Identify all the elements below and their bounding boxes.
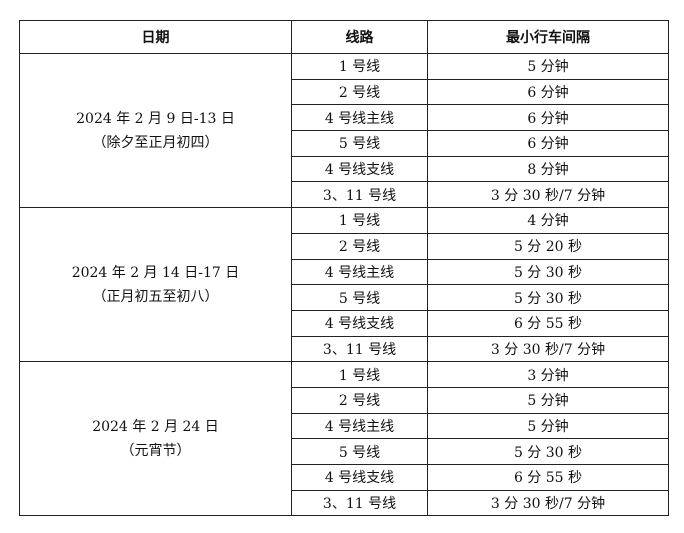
interval-cell: 4 分钟 [427,207,669,234]
table-row: 3、11 号线 3 分 30 秒/7 分钟 [20,181,669,209]
table-row: 2024 年 2 月 24 日 （元宵节） 1 号线 3 分钟 [19,361,669,517]
header-line: 线路 [291,20,428,54]
line-cell: 5 号线 [291,284,428,311]
line-cell: 1 号线 [291,207,428,234]
interval-cell: 3 分 30 秒/7 分钟 [427,181,669,209]
line-cell: 4 号线主线 [291,412,428,440]
date-note: （正月初五至初八） [92,288,219,305]
date-note: （除夕至正月初四） [92,134,219,151]
table-row: 4 号线支线 6 分 55 秒 [20,464,669,491]
interval-cell: 3 分 30 秒/7 分钟 [427,489,669,517]
line-cell: 1 号线 [291,53,428,80]
line-cell: 2 号线 [291,78,428,106]
interval-cell: 6 分钟 [427,78,669,106]
table-row: 5 号线 6 分钟 [20,130,669,157]
table-row: 4 号线主线 5 分 30 秒 [20,258,669,286]
table-row: 5 号线 5 分 30 秒 [20,438,669,465]
table-row: 2 号线 6 分钟 [20,78,669,106]
header-date: 日期 [19,20,292,54]
line-cell: 3、11 号线 [291,335,428,363]
line-cell: 2 号线 [291,386,428,414]
date-cell: 2024 年 2 月 9 日-13 日 （除夕至正月初四） [19,52,292,209]
header-row: 日期 线路 最小行车间隔 [19,20,669,54]
interval-cell: 5 分 20 秒 [427,232,669,260]
interval-cell: 5 分钟 [427,386,669,414]
line-cell: 3、11 号线 [291,489,428,517]
line-cell: 4 号线支线 [291,155,428,183]
table-row: 4 号线主线 6 分钟 [20,104,669,132]
line-cell: 4 号线支线 [291,309,428,337]
interval-cell: 3 分钟 [427,361,669,388]
line-cell: 4 号线支线 [291,464,428,491]
interval-cell: 6 分钟 [427,130,669,157]
line-cell: 4 号线主线 [291,258,428,286]
date-note: （元宵节） [120,442,191,459]
interval-cell: 5 分 30 秒 [427,258,669,286]
header-interval: 最小行车间隔 [427,20,669,54]
interval-cell: 5 分钟 [427,412,669,440]
interval-cell: 6 分 55 秒 [427,464,669,491]
table-row: 4 号线主线 5 分钟 [20,412,669,440]
line-cell: 5 号线 [291,438,428,465]
line-cell: 2 号线 [291,232,428,260]
interval-cell: 8 分钟 [427,155,669,183]
line-cell: 1 号线 [291,361,428,388]
headway-table: 日期 线路 最小行车间隔 2024 年 2 月 9 日-13 日 （除夕至正月初四… [19,20,669,517]
line-cell: 5 号线 [291,130,428,157]
date-cell: 2024 年 2 月 14 日-17 日 （正月初五至初八） [19,207,292,363]
table-row: 2024 年 2 月 14 日-17 日 （正月初五至初八） 1 号线 4 分钟 [19,207,669,363]
table-row: 2024 年 2 月 9 日-13 日 （除夕至正月初四） 1 号线 5 分钟 [19,52,669,209]
interval-cell: 6 分钟 [427,104,669,132]
interval-cell: 3 分 30 秒/7 分钟 [427,335,669,363]
interval-cell: 5 分钟 [427,53,669,80]
table-row: 2 号线 5 分 20 秒 [20,232,669,260]
table-row: 3、11 号线 3 分 30 秒/7 分钟 [20,335,669,363]
interval-cell: 5 分 30 秒 [427,284,669,311]
date-range: 2024 年 2 月 24 日 [92,418,219,435]
table-row: 5 号线 5 分 30 秒 [20,284,669,311]
table-row: 3、11 号线 3 分 30 秒/7 分钟 [20,489,669,517]
date-range: 2024 年 2 月 9 日-13 日 [76,110,235,127]
interval-cell: 6 分 55 秒 [427,309,669,337]
date-range: 2024 年 2 月 14 日-17 日 [71,264,240,281]
table-row: 4 号线支线 8 分钟 [20,155,669,183]
line-cell: 4 号线主线 [291,104,428,132]
line-cell: 3、11 号线 [291,181,428,209]
date-cell: 2024 年 2 月 24 日 （元宵节） [19,361,292,517]
interval-cell: 5 分 30 秒 [427,438,669,465]
